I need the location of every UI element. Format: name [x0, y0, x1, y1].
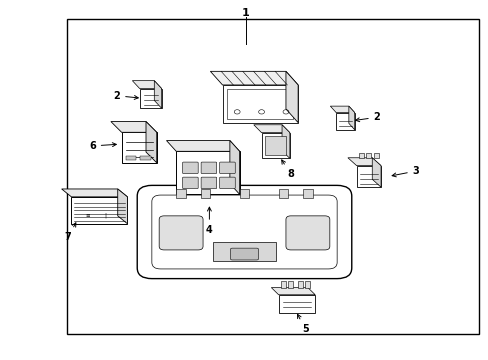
Bar [281, 281, 285, 288]
FancyBboxPatch shape [137, 185, 351, 279]
Polygon shape [278, 295, 315, 313]
Text: 6: 6 [89, 141, 116, 151]
Polygon shape [229, 140, 239, 194]
FancyBboxPatch shape [201, 177, 216, 189]
Text: 3: 3 [391, 166, 419, 177]
Polygon shape [356, 166, 380, 187]
Text: 1: 1 [242, 8, 249, 18]
Polygon shape [227, 89, 293, 119]
Polygon shape [222, 85, 298, 123]
FancyBboxPatch shape [285, 216, 329, 250]
FancyBboxPatch shape [219, 162, 235, 174]
Bar [212, 242, 276, 261]
Polygon shape [111, 122, 157, 132]
FancyBboxPatch shape [230, 248, 258, 260]
Bar [278, 189, 288, 198]
FancyBboxPatch shape [182, 177, 198, 189]
Text: 5: 5 [297, 314, 308, 334]
Polygon shape [371, 158, 380, 187]
Polygon shape [154, 81, 161, 108]
FancyBboxPatch shape [182, 162, 198, 174]
FancyBboxPatch shape [152, 195, 336, 269]
Polygon shape [61, 189, 127, 197]
Bar [125, 156, 136, 160]
Bar [366, 153, 370, 158]
Bar [303, 189, 312, 198]
Bar [176, 189, 185, 198]
Polygon shape [261, 133, 289, 158]
Text: |: | [104, 212, 106, 218]
Polygon shape [132, 81, 161, 89]
Text: 8: 8 [281, 160, 294, 179]
Text: ≡: ≡ [86, 212, 90, 217]
Text: 7: 7 [64, 223, 76, 242]
FancyBboxPatch shape [159, 216, 203, 250]
Polygon shape [146, 122, 157, 163]
Bar [140, 156, 151, 160]
Polygon shape [71, 197, 127, 224]
Polygon shape [271, 288, 315, 295]
Text: 2: 2 [355, 112, 380, 122]
Bar [305, 281, 310, 288]
Polygon shape [118, 189, 127, 224]
Polygon shape [285, 71, 298, 123]
Bar [288, 281, 293, 288]
Bar [265, 136, 285, 155]
Polygon shape [210, 71, 298, 85]
Polygon shape [347, 158, 380, 166]
FancyBboxPatch shape [219, 177, 235, 189]
Polygon shape [253, 125, 289, 133]
Bar [239, 189, 249, 198]
Bar [373, 153, 378, 158]
Bar [358, 153, 363, 158]
Text: 2: 2 [113, 91, 138, 101]
Polygon shape [166, 140, 239, 151]
Bar [200, 189, 210, 198]
Polygon shape [335, 113, 354, 130]
Polygon shape [348, 106, 354, 130]
Polygon shape [176, 151, 239, 194]
FancyBboxPatch shape [201, 162, 216, 174]
Polygon shape [122, 132, 157, 163]
Text: 4: 4 [205, 207, 212, 235]
Polygon shape [330, 106, 354, 113]
Polygon shape [140, 89, 161, 108]
Bar [298, 281, 303, 288]
Polygon shape [282, 125, 289, 158]
Bar [66, 19, 478, 334]
